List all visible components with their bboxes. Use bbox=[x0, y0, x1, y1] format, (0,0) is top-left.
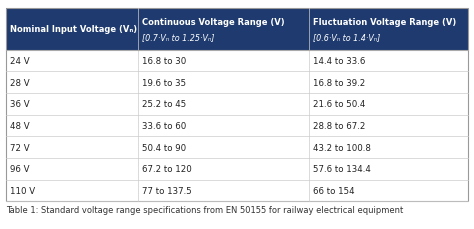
Bar bbox=[6, 180, 468, 202]
Text: 48 V: 48 V bbox=[10, 122, 30, 131]
Bar bbox=[6, 9, 468, 202]
Bar bbox=[6, 115, 468, 137]
Text: 33.6 to 60: 33.6 to 60 bbox=[142, 122, 187, 131]
Text: 77 to 137.5: 77 to 137.5 bbox=[142, 186, 192, 195]
Bar bbox=[6, 9, 468, 51]
Bar bbox=[6, 137, 468, 158]
Text: Continuous Voltage Range (V): Continuous Voltage Range (V) bbox=[142, 18, 285, 27]
Text: 25.2 to 45: 25.2 to 45 bbox=[142, 100, 187, 109]
Text: [0.6·Vₙ to 1.4·Vₙ]: [0.6·Vₙ to 1.4·Vₙ] bbox=[313, 33, 381, 42]
Text: 24 V: 24 V bbox=[10, 57, 30, 66]
Text: 67.2 to 120: 67.2 to 120 bbox=[142, 165, 192, 174]
Text: 36 V: 36 V bbox=[10, 100, 30, 109]
Text: 72 V: 72 V bbox=[10, 143, 30, 152]
Text: Fluctuation Voltage Range (V): Fluctuation Voltage Range (V) bbox=[313, 18, 456, 27]
Text: 50.4 to 90: 50.4 to 90 bbox=[142, 143, 186, 152]
Text: Table 1: Standard voltage range specifications from EN 50155 for railway electri: Table 1: Standard voltage range specific… bbox=[6, 205, 403, 214]
Text: [0.7·Vₙ to 1.25·Vₙ]: [0.7·Vₙ to 1.25·Vₙ] bbox=[142, 33, 215, 42]
Text: 57.6 to 134.4: 57.6 to 134.4 bbox=[313, 165, 371, 174]
Text: 43.2 to 100.8: 43.2 to 100.8 bbox=[313, 143, 371, 152]
Text: 28 V: 28 V bbox=[10, 78, 30, 87]
Text: 14.4 to 33.6: 14.4 to 33.6 bbox=[313, 57, 366, 66]
Bar bbox=[6, 51, 468, 72]
Text: 21.6 to 50.4: 21.6 to 50.4 bbox=[313, 100, 366, 109]
Text: 110 V: 110 V bbox=[10, 186, 36, 195]
Bar bbox=[6, 158, 468, 180]
Text: Nominal Input Voltage (Vₙ): Nominal Input Voltage (Vₙ) bbox=[10, 25, 137, 34]
Bar bbox=[6, 72, 468, 94]
Text: 16.8 to 30: 16.8 to 30 bbox=[142, 57, 187, 66]
Bar bbox=[6, 94, 468, 115]
Text: 16.8 to 39.2: 16.8 to 39.2 bbox=[313, 78, 366, 87]
Text: 19.6 to 35: 19.6 to 35 bbox=[142, 78, 186, 87]
Text: 66 to 154: 66 to 154 bbox=[313, 186, 355, 195]
Text: 96 V: 96 V bbox=[10, 165, 30, 174]
Text: 28.8 to 67.2: 28.8 to 67.2 bbox=[313, 122, 366, 131]
